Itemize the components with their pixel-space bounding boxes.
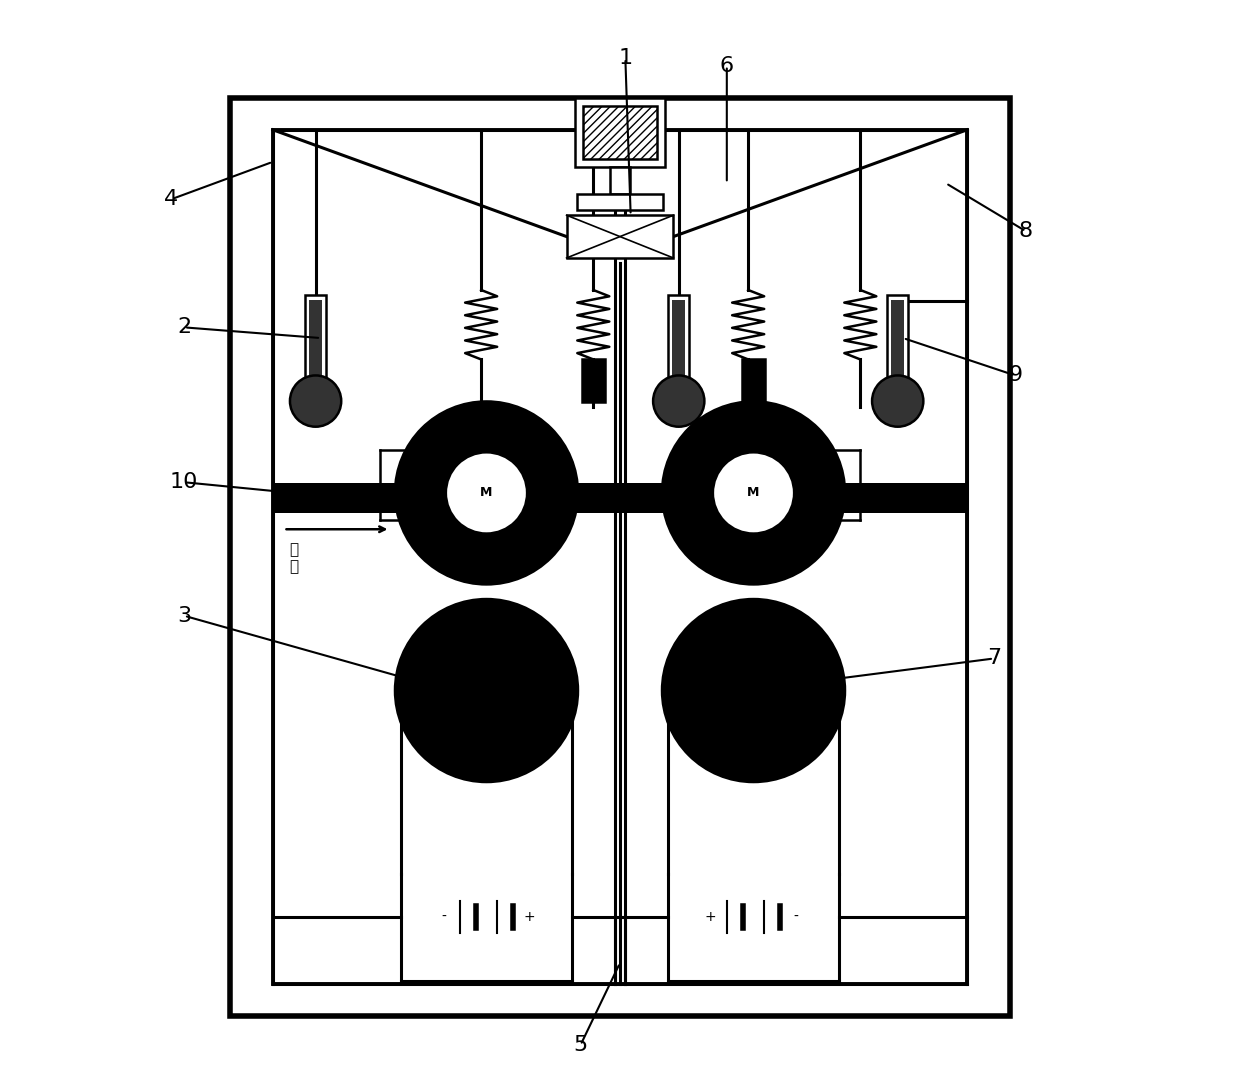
Circle shape [653, 375, 704, 426]
Bar [273, 130, 967, 985]
Circle shape [449, 454, 525, 531]
Text: 板
材: 板 材 [289, 542, 298, 575]
Bar [610, 167, 630, 194]
Text: 6: 6 [719, 55, 734, 76]
Text: M: M [480, 487, 492, 500]
Text: 4: 4 [165, 189, 179, 209]
Bar [305, 295, 326, 381]
Text: 8: 8 [1019, 221, 1033, 241]
Text: +: + [706, 910, 717, 924]
Text: 7: 7 [987, 648, 1001, 669]
Text: 3: 3 [177, 606, 191, 625]
Text: 5: 5 [573, 1035, 588, 1055]
Text: 1: 1 [619, 49, 632, 68]
Bar [742, 359, 765, 403]
Bar [892, 300, 904, 377]
Bar [574, 97, 666, 167]
Circle shape [290, 375, 341, 426]
Bar [578, 194, 662, 210]
Bar [567, 215, 673, 258]
Bar [583, 106, 657, 159]
Text: -: - [441, 910, 446, 924]
Text: 10: 10 [170, 472, 198, 492]
Text: -: - [794, 910, 799, 924]
Bar [668, 295, 689, 381]
Bar [273, 484, 967, 513]
Text: 9: 9 [1008, 366, 1022, 385]
Circle shape [662, 599, 844, 781]
Text: M: M [748, 487, 760, 500]
Circle shape [396, 403, 578, 583]
Bar [309, 300, 322, 377]
Text: +: + [523, 910, 534, 924]
Bar [887, 295, 909, 381]
Bar [231, 97, 1009, 1016]
Bar [582, 359, 605, 403]
Circle shape [662, 403, 844, 583]
Circle shape [396, 599, 578, 781]
Bar [672, 300, 686, 377]
Circle shape [715, 454, 791, 531]
Circle shape [872, 375, 924, 426]
Text: 2: 2 [177, 317, 191, 338]
